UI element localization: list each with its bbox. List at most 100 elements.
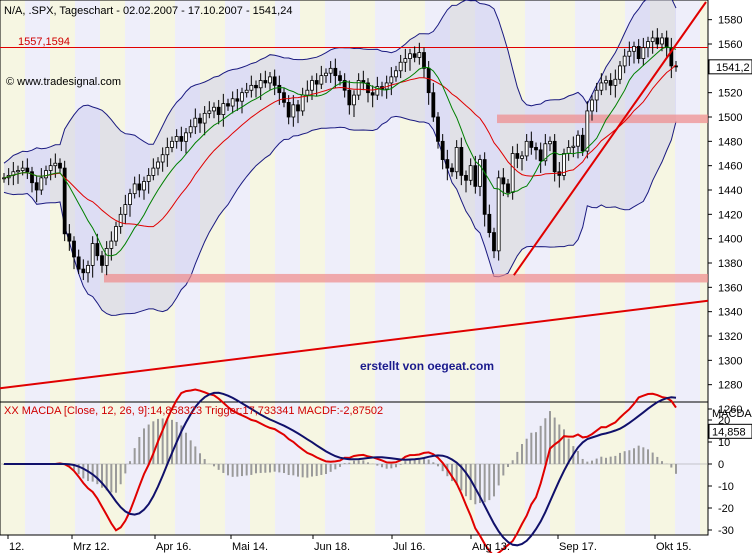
bollinger-fill	[4, 0, 676, 316]
candle-body	[249, 84, 254, 91]
macd-histogram-bar	[129, 461, 131, 464]
reference-line-label: 1557,1594	[18, 36, 70, 48]
macd-histogram-bar	[376, 464, 379, 466]
macd-histogram-bar	[185, 432, 187, 464]
candle-body	[58, 162, 62, 169]
macd-histogram-bar	[119, 464, 122, 485]
macd-histogram-bar	[567, 438, 570, 464]
candle-body	[464, 174, 468, 181]
macd-histogram-bar	[525, 438, 528, 464]
macd-histogram-bar	[441, 464, 444, 472]
macd-histogram-bar	[633, 448, 635, 464]
candle-body	[524, 140, 529, 157]
y-tick-label: 1380	[718, 258, 742, 270]
candle-body	[352, 94, 356, 106]
macd-plot	[0, 388, 708, 553]
macd-histogram-bar	[115, 464, 117, 493]
candle-body	[482, 159, 487, 215]
week-band	[0, 0, 25, 402]
macd-histogram-bar	[395, 464, 397, 468]
macd-histogram-bar	[488, 464, 491, 501]
chart-title: N/A, .SPX, Tageschart - 02.02.2007 - 17.…	[4, 5, 292, 17]
macd-histogram-bar	[399, 464, 402, 465]
week-band	[625, 0, 650, 402]
macd-histogram-bar	[595, 458, 598, 464]
macd-histogram-bar	[236, 464, 239, 477]
macd-histogram-bar	[255, 464, 257, 474]
macd-histogram-bar	[245, 464, 248, 476]
candle-body	[202, 112, 207, 124]
macd-histogram-bar	[483, 464, 486, 503]
week-band	[675, 402, 700, 535]
candle-body	[268, 76, 272, 84]
macd-histogram-bar	[222, 464, 225, 473]
candle-body	[328, 67, 333, 74]
week-band	[250, 0, 275, 402]
candle-body	[165, 147, 170, 156]
week-band	[325, 402, 350, 535]
macd-histogram-bar	[670, 464, 673, 468]
candle-body	[510, 153, 515, 193]
macd-histogram-bar	[628, 450, 631, 464]
macd-histogram-bar	[133, 448, 136, 464]
macd-histogram-bar	[385, 464, 388, 469]
macd-histogram-bar	[82, 464, 85, 479]
macd-last-value-box	[708, 423, 752, 439]
macd-histogram-bar	[647, 449, 649, 464]
macd-histogram-bar	[539, 425, 542, 464]
candle-body	[370, 92, 375, 96]
x-tick-label: Aug 13.	[472, 541, 510, 553]
macd-histogram-bar	[357, 460, 360, 464]
candle-body	[398, 61, 403, 72]
macd-histogram-bar	[138, 437, 141, 464]
candle-body	[170, 140, 174, 148]
candle-body	[590, 99, 594, 112]
candle-body	[137, 183, 142, 191]
macd-histogram-bar	[544, 418, 547, 464]
candle-body	[445, 159, 450, 169]
candle-body	[356, 80, 361, 96]
macd-histogram-bar	[535, 432, 537, 464]
macd-histogram-bar	[320, 464, 323, 475]
candle-body	[226, 103, 230, 107]
week-band	[650, 402, 675, 535]
macd-label: MACDA	[712, 408, 752, 420]
week-band	[175, 402, 200, 535]
candle-body	[408, 53, 412, 60]
macd-histogram-bar	[161, 418, 164, 464]
macd-histogram-bar	[166, 418, 169, 464]
macd-histogram-bar	[474, 464, 477, 505]
week-band	[625, 402, 650, 535]
macd-histogram-bar	[264, 464, 267, 473]
y-tick-label: 1360	[718, 282, 742, 294]
candle-body	[660, 37, 664, 45]
macd-histogram-bar	[423, 458, 425, 464]
macd-histogram-bar	[194, 446, 197, 464]
week-band	[0, 402, 25, 535]
macd-histogram-bar	[511, 460, 514, 464]
macd-histogram-bar	[549, 411, 551, 464]
candle-body	[254, 84, 258, 89]
candle-body	[282, 92, 286, 103]
macd-histogram-bar	[516, 451, 519, 464]
macd-histogram-bar	[147, 424, 150, 464]
candle-body	[235, 98, 240, 102]
candle-body	[286, 102, 291, 118]
bollinger-lower-line	[3, 115, 677, 316]
candle-body	[454, 147, 459, 173]
macd-histogram-bar	[334, 464, 337, 470]
candle-body	[366, 82, 370, 94]
y-tick-label: 1520	[718, 88, 742, 100]
moving-average-red	[3, 64, 677, 228]
candle-body	[594, 89, 599, 101]
macd-histogram-bar	[96, 464, 99, 485]
candle-body	[86, 265, 90, 274]
candle-body	[576, 134, 580, 147]
support-zone	[497, 114, 708, 124]
macd-histogram-bar	[460, 464, 463, 491]
candle-body	[104, 247, 109, 266]
candle-body	[627, 50, 632, 57]
macd-histogram-bar	[465, 464, 467, 497]
y-tick-label: 1260	[718, 404, 742, 416]
week-band	[575, 402, 600, 535]
